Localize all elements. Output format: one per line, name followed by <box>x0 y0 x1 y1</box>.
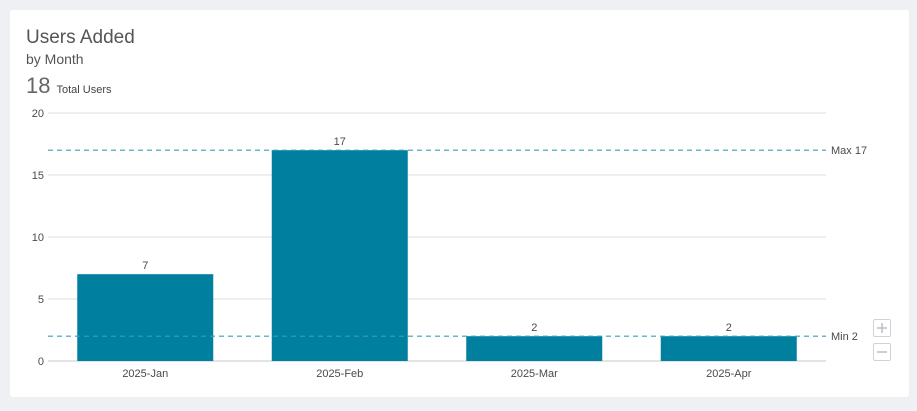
y-tick-label: 20 <box>32 108 44 120</box>
plus-icon <box>877 323 887 333</box>
bar <box>660 336 797 361</box>
reference-line-label: Max 17 <box>831 145 867 157</box>
y-tick-label: 15 <box>32 170 44 182</box>
chart-subtitle: by Month <box>26 51 84 67</box>
y-tick-label: 0 <box>38 356 44 368</box>
total-summary: 18 Total Users <box>26 73 112 98</box>
data-label: 2 <box>531 322 537 334</box>
zoom-in-button[interactable] <box>873 319 891 337</box>
x-tick-label: 2025-Jan <box>122 368 168 380</box>
data-label: 2 <box>726 322 732 334</box>
data-label: 17 <box>334 136 346 148</box>
y-tick-label: 10 <box>32 232 44 244</box>
bar <box>466 336 603 361</box>
minus-icon <box>877 351 887 353</box>
reference-line-label: Min 2 <box>831 331 858 343</box>
x-tick-label: 2025-Feb <box>316 368 363 380</box>
x-tick-label: 2025-Mar <box>511 368 558 380</box>
chart-title: Users Added <box>26 27 135 48</box>
bar <box>77 274 214 361</box>
total-value: 18 <box>26 73 51 98</box>
data-label: 7 <box>142 260 148 272</box>
zoom-out-button[interactable] <box>873 343 891 361</box>
x-tick-label: 2025-Apr <box>706 368 752 380</box>
total-label: Total Users <box>56 84 112 96</box>
bar <box>271 150 408 361</box>
y-tick-label: 5 <box>38 294 44 306</box>
